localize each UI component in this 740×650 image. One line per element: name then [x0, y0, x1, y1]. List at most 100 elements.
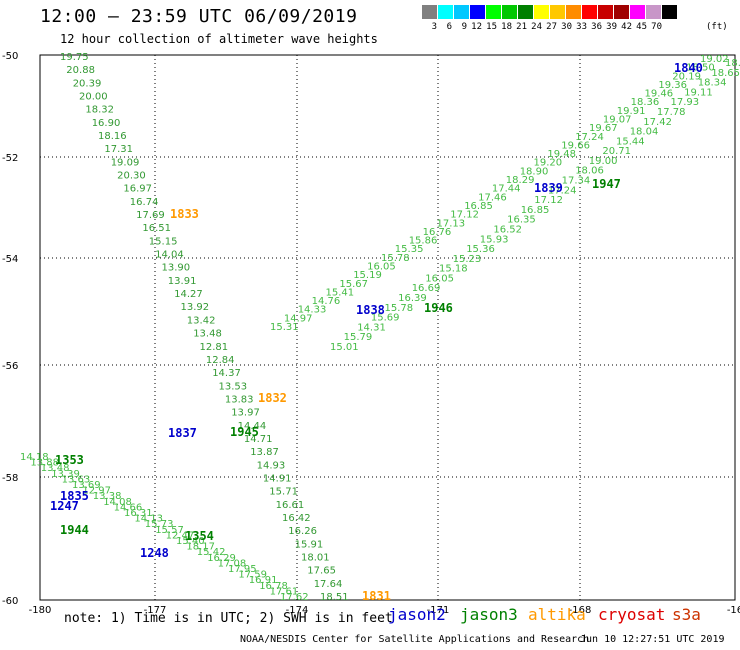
wave-height-value: 18.06: [575, 166, 604, 177]
lon-tick-label: -177: [144, 605, 167, 616]
pass-time-label: 1353: [55, 453, 84, 467]
wave-height-value: 20.19: [672, 71, 701, 82]
wave-height-value: 13.83: [225, 394, 254, 405]
wave-height-value: 15.73: [145, 519, 174, 530]
pass-time-label: 1837: [168, 426, 197, 440]
wave-height-value: 14.97: [284, 313, 313, 324]
color-swatch: [454, 5, 470, 19]
wave-height-value: 15.93: [480, 234, 509, 245]
wave-height-value: 14.31: [357, 322, 386, 333]
lat-tick-label: -60: [2, 596, 18, 607]
wave-height-value: 17.62: [280, 592, 309, 603]
wave-height-value: 17.78: [657, 107, 686, 118]
color-swatch: [422, 5, 438, 19]
color-scale-label: 12: [471, 22, 482, 32]
lon-tick-label: -16: [727, 605, 740, 616]
wave-height-value: 16.29: [207, 553, 236, 564]
wave-height-value: 18.65: [711, 68, 740, 79]
map-subtitle: 12 hour collection of altimeter wave hei…: [60, 32, 378, 46]
wave-height-value: 19.07: [603, 115, 632, 126]
wave-height-value: 16.26: [288, 526, 317, 537]
wave-height-value: 14.71: [244, 434, 273, 445]
lat-tick-label: -50: [2, 51, 18, 62]
wave-height-value: 13.69: [72, 480, 101, 491]
wave-height-value: 16.97: [123, 184, 152, 195]
wave-height-value: 16.61: [276, 500, 305, 511]
wave-height-value: 15.78: [385, 303, 414, 314]
wave-height-value: 13.42: [187, 315, 216, 326]
wave-height-value: 15.78: [381, 253, 410, 264]
wave-height-value: 14.27: [174, 289, 203, 300]
wave-height-value: 17.95: [228, 564, 257, 575]
wave-height-value: 13.92: [181, 302, 210, 313]
wave-height-value: 17.69: [136, 210, 165, 221]
wave-height-value: 16.52: [493, 225, 522, 236]
wave-height-value: 18.04: [630, 127, 659, 138]
wave-height-value: 17.24: [548, 185, 577, 196]
wave-height-value: 15.79: [344, 332, 373, 343]
footer-note: note: 1) Time is in UTC; 2) SWH is in fe…: [64, 611, 393, 626]
wave-height-value: 15.67: [339, 279, 368, 290]
wave-height-value: 16.51: [142, 223, 171, 234]
color-scale-label: 27: [546, 22, 557, 32]
pass-time-label: 1840: [674, 61, 703, 75]
pass-time-label: 1835: [60, 489, 89, 503]
wave-height-value: 16.74: [130, 197, 159, 208]
wave-height-value: 19.02: [700, 54, 729, 65]
wave-height-value: 14.18: [20, 452, 49, 463]
axis-labels: -180 -177 -174 -171 -168 -16 -50 -52 -54 -56 -58 -6…: [2, 51, 740, 616]
color-scale-label: 15: [486, 22, 497, 32]
lat-tick-label: -52: [2, 153, 18, 164]
wave-height-value: 13.53: [219, 381, 248, 392]
color-swatch: [630, 5, 646, 19]
color-swatch: [550, 5, 566, 19]
pass-time-label: 1832: [258, 391, 287, 405]
wave-height-value: 19.09: [111, 157, 140, 168]
pass-time-label: 1945: [230, 425, 259, 439]
wave-height-value: 15.91: [295, 539, 324, 550]
wave-height-value: 18.51: [320, 592, 349, 603]
wave-height-value: 17.08: [218, 558, 247, 569]
wave-height-value: 12.47: [166, 530, 195, 541]
wave-height-value: 20.88: [66, 65, 95, 76]
wave-height-value: 15.44: [616, 136, 645, 147]
wave-height-value: 17.46: [478, 192, 507, 203]
wave-height-value: 17.64: [314, 579, 343, 590]
wave-height-value: 15.01: [330, 342, 359, 353]
color-scale-label: 18: [501, 22, 512, 32]
wave-height-value: 13.48: [193, 329, 222, 340]
wave-height-value: 18.36: [631, 97, 660, 108]
wave-height-value: 14.13: [134, 514, 163, 525]
wave-height-value: 18.29: [506, 175, 535, 186]
wave-height-value: 16.05: [425, 273, 454, 284]
wave-height-value: 14.66: [114, 502, 143, 513]
timestamp-text: Jun 10 12:27:51 UTC 2019: [580, 634, 725, 645]
wave-height-value: 13.39: [51, 469, 80, 480]
wave-height-value: 19.20: [534, 158, 563, 169]
wave-height-value: 16.85: [464, 201, 493, 212]
wave-height-value: 17.93: [671, 97, 700, 108]
wave-height-value: 15.57: [155, 525, 184, 536]
color-scale-bar: [422, 5, 678, 19]
wave-height-value: 14.76: [312, 296, 341, 307]
wave-height-value: 19.66: [561, 141, 590, 152]
wave-height-value: 12.84: [206, 355, 235, 366]
color-scale-label: 42: [621, 22, 632, 32]
color-scale-label: 39: [606, 22, 617, 32]
wave-height-value: 15.19: [353, 270, 382, 281]
wave-height-value: 16.76: [423, 227, 452, 238]
wave-height-value: 16.35: [507, 215, 536, 226]
wave-height-value: 13.90: [162, 263, 191, 274]
satellite-legend-item: jason3: [460, 605, 518, 624]
wave-height-value: 18.90: [520, 166, 549, 177]
wave-height-value: 13.63: [62, 474, 91, 485]
wave-height-value: 16.78: [259, 581, 288, 592]
wave-height-value: 18.17: [186, 542, 215, 553]
wave-height-value: 17.12: [450, 210, 479, 221]
satellite-tracks: 19.75 20.88 20.39 20.00 18.32 16.90 18.16 17.31…: [20, 52, 740, 603]
wave-height-value: 19.46: [645, 89, 674, 100]
pass-time-label: 1944: [60, 523, 89, 537]
color-swatch: [566, 5, 582, 19]
wave-height-value: 19.67: [589, 123, 618, 134]
color-scale-label: 9: [461, 22, 467, 32]
